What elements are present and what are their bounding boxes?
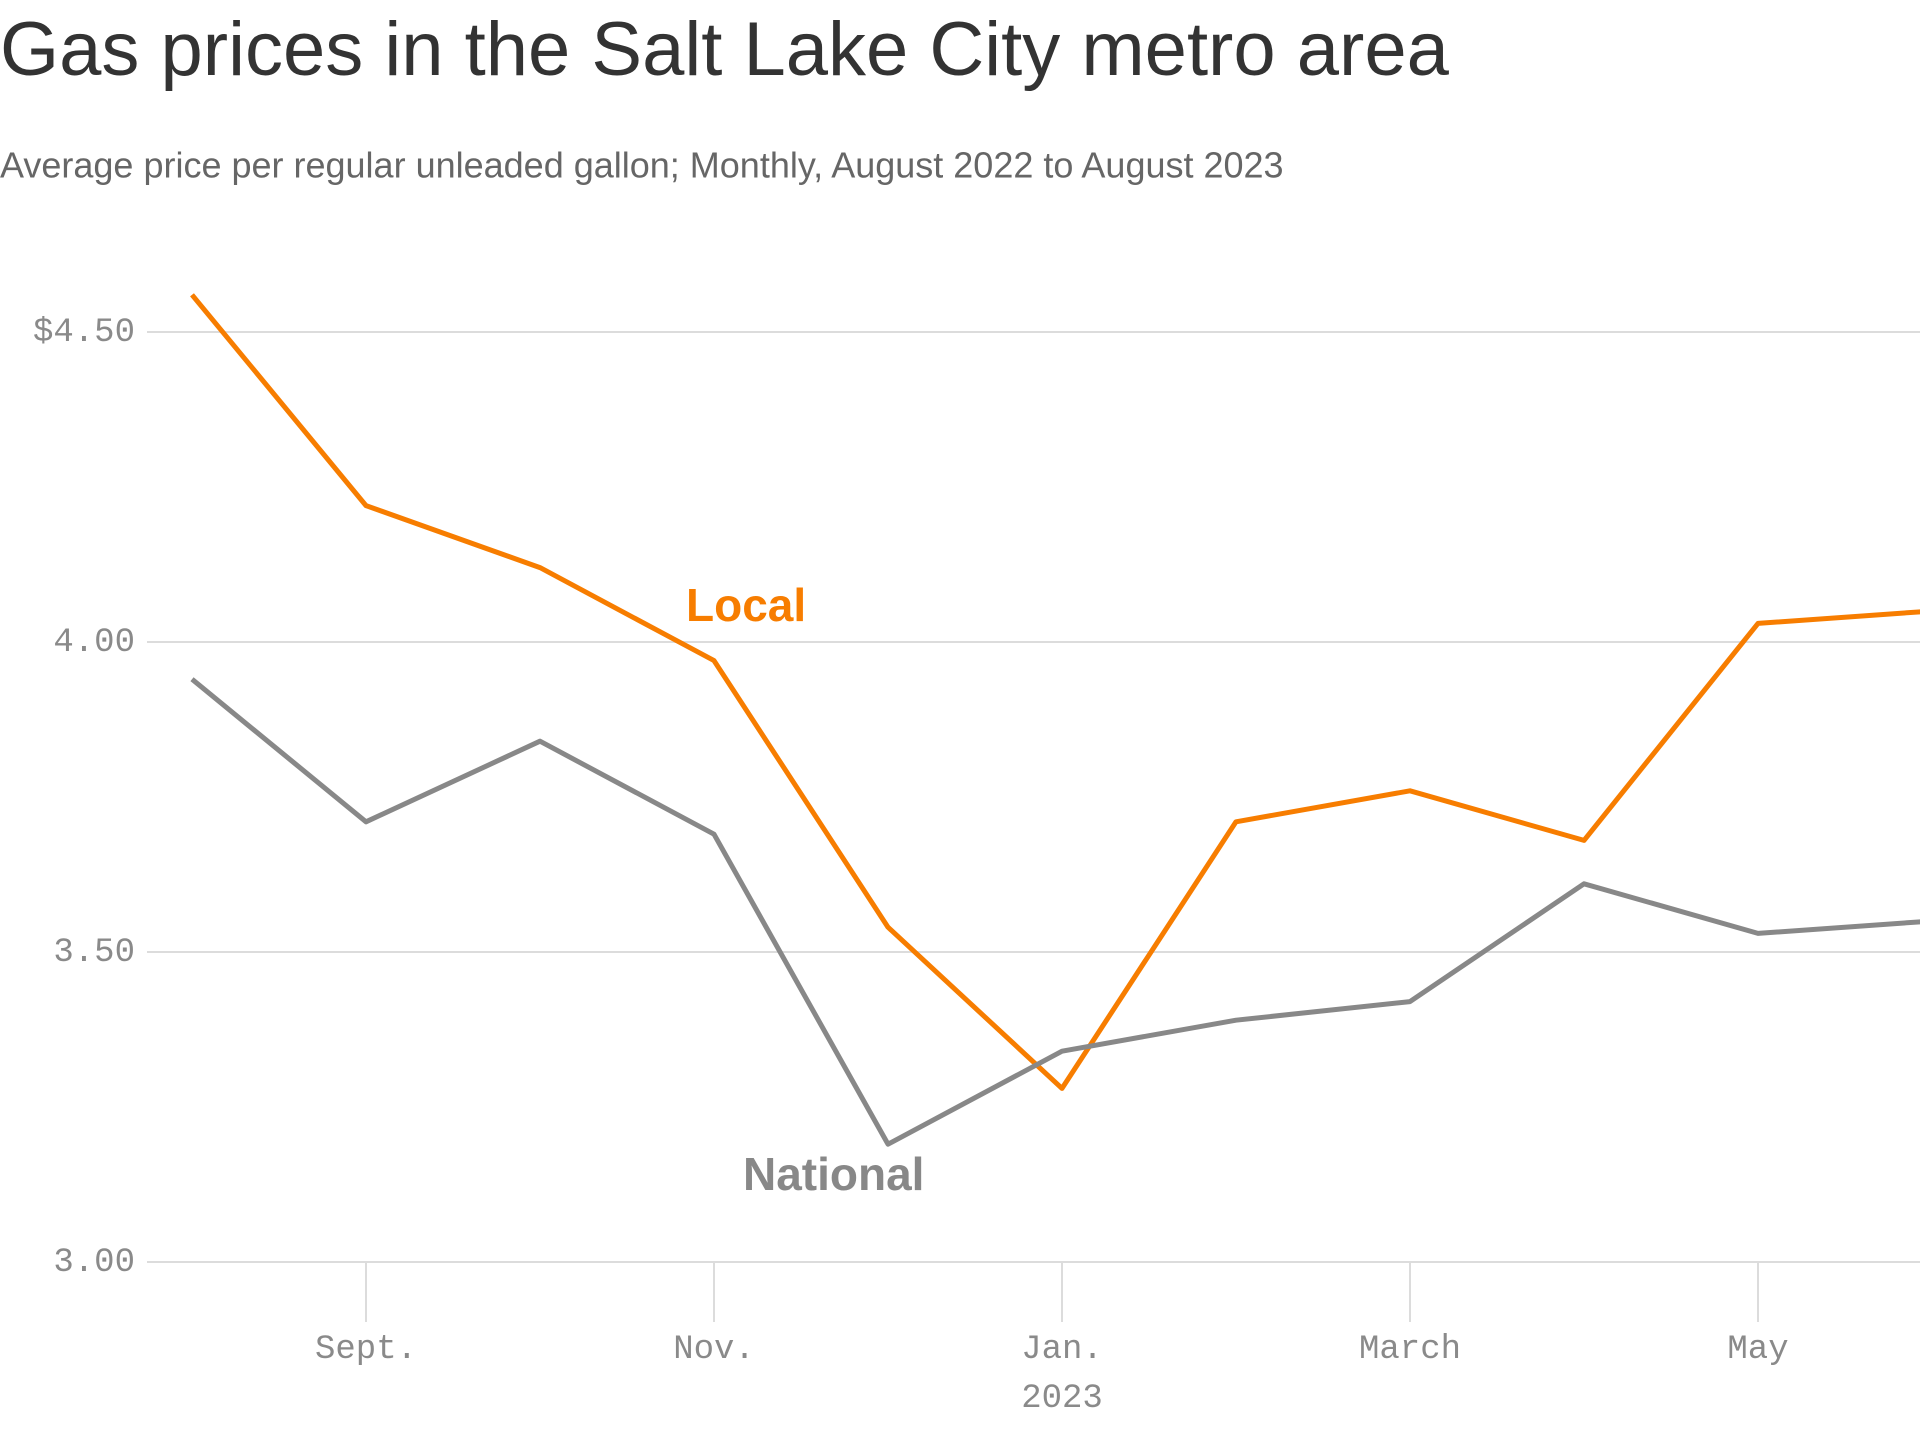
x-sublabel: 2023 [1021, 1380, 1103, 1418]
x-tick-label: March [1359, 1331, 1461, 1369]
y-tick-label: 3.50 [53, 934, 135, 972]
series-label: Local [686, 579, 806, 631]
chart-title: Gas prices in the Salt Lake City metro a… [0, 7, 1450, 92]
series-line [190, 677, 1920, 1147]
x-tick-label: Jan. [1021, 1331, 1103, 1369]
chart-subtitle: Average price per regular unleaded gallo… [0, 145, 1284, 186]
x-tick-label: Sept. [315, 1331, 417, 1369]
y-tick-label: 3.00 [53, 1244, 135, 1282]
x-tick-label: Nov. [673, 1331, 755, 1369]
x-tick-label: May [1727, 1331, 1788, 1369]
series-label: National [743, 1148, 924, 1200]
series-line [190, 293, 1920, 1091]
y-tick-label: 4.00 [53, 624, 135, 662]
y-tick-label: $4.50 [33, 314, 135, 352]
